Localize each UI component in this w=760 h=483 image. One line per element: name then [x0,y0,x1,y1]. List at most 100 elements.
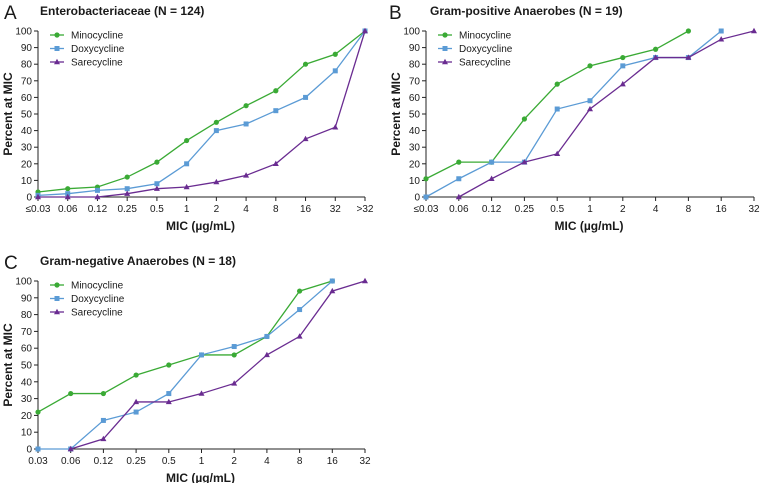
data-point [154,159,160,165]
panel-letter: B [389,3,402,24]
data-point [423,176,429,182]
data-point [184,161,190,167]
data-point [67,445,74,452]
x-tick-label: 16 [300,204,312,215]
x-tick-label: 0.25 [126,456,146,467]
data-point [100,417,106,423]
x-tick-label: 0.5 [162,456,176,467]
data-point [302,135,309,142]
y-axis-title: Percent at MIC [1,323,15,407]
panel-title: Gram-positive Anaerobes (N = 19) [430,4,623,18]
data-point [554,150,561,157]
series-minocycline [423,28,692,182]
legend-label: Sarecycline [71,58,123,69]
panel-letter: A [4,3,17,24]
series-line [38,30,366,198]
y-tick-label: 90 [21,43,33,54]
series-line [458,30,755,198]
legend: Minocycline Doxycycline Sarecycline [50,281,125,319]
data-point [456,159,462,165]
data-point [54,58,60,65]
y-axis-title: Percent at MIC [389,72,403,156]
legend-label: Doxycycline [459,44,513,55]
x-tick-label: 32 [359,456,371,467]
data-point [100,435,107,442]
data-point [64,193,71,200]
legend-label: Minocycline [459,31,512,42]
data-point [94,187,100,193]
y-tick-label: 20 [21,159,33,170]
y-tick-label: 60 [21,344,33,355]
data-point [685,28,692,34]
panel-c: C Gram-negative Anaerobes (N = 18) 01020… [1,253,371,483]
x-tick-label: 16 [716,204,728,215]
series-line [38,280,333,450]
data-point [35,409,41,415]
data-point [166,362,172,368]
x-tick-label: 1 [199,456,205,467]
panel-letter: C [4,253,18,274]
x-tick-label: 0.12 [88,204,108,215]
legend-label: Minocycline [71,281,124,292]
data-point [442,58,448,65]
legend-label: Minocycline [71,31,124,42]
x-tick-label: 2 [214,204,220,215]
x-tick-label: 0.06 [61,456,81,467]
data-point [54,46,60,51]
series-line [425,30,722,198]
y-tick-label: 10 [21,428,33,439]
panel-a: A Enterobacteriaceae (N = 124) 010203040… [1,3,374,233]
data-point [153,185,160,191]
data-point [587,63,593,69]
x-tick-label: 0.06 [449,204,469,215]
data-point [243,121,249,127]
data-point [243,103,249,109]
data-point [296,333,303,339]
data-point [297,307,303,313]
legend-label: Sarecycline [71,308,123,319]
data-point [587,98,593,104]
data-point [133,372,139,378]
y-tick-label: 40 [409,126,421,137]
data-point [652,54,659,60]
data-point [423,194,429,200]
x-tick-label: 2 [231,456,237,467]
data-point [455,193,462,200]
y-tick-label: 80 [21,60,33,71]
data-point [68,390,74,397]
x-tick-label: 32 [748,204,760,215]
x-tick-label: 4 [243,204,249,215]
x-tick-label: 4 [264,456,270,467]
y-tick-label: 30 [21,394,33,405]
data-point [213,178,220,185]
data-point [521,116,528,122]
data-point [213,119,219,125]
x-axis-title: MIC (µg/mL) [166,219,235,233]
y-tick-label: 0 [26,193,32,204]
series-line [37,30,366,193]
data-point [133,398,140,405]
legend-label: Sarecycline [459,58,511,69]
x-tick-label: 4 [653,204,659,215]
data-point [332,51,338,57]
data-point [620,63,626,69]
y-axis-title: Percent at MIC [1,72,15,156]
y-tick-label: 100 [403,27,420,38]
data-point [124,174,130,180]
y-tick-label: 60 [21,93,33,104]
panel-b: B Gram-positive Anaerobes (N = 19) 01020… [389,3,760,233]
y-tick-label: 80 [409,60,421,71]
x-tick-label: 0.5 [550,204,564,215]
data-point [653,46,659,52]
data-point [199,352,204,358]
data-point [297,288,303,294]
data-point [272,160,279,166]
series-line [70,280,366,450]
x-tick-label: 2 [620,204,626,215]
data-point [100,390,106,397]
data-point [54,308,60,315]
data-point [273,108,279,114]
x-tick-label: 0.25 [515,204,535,215]
data-point [198,390,205,396]
data-point [54,32,60,38]
